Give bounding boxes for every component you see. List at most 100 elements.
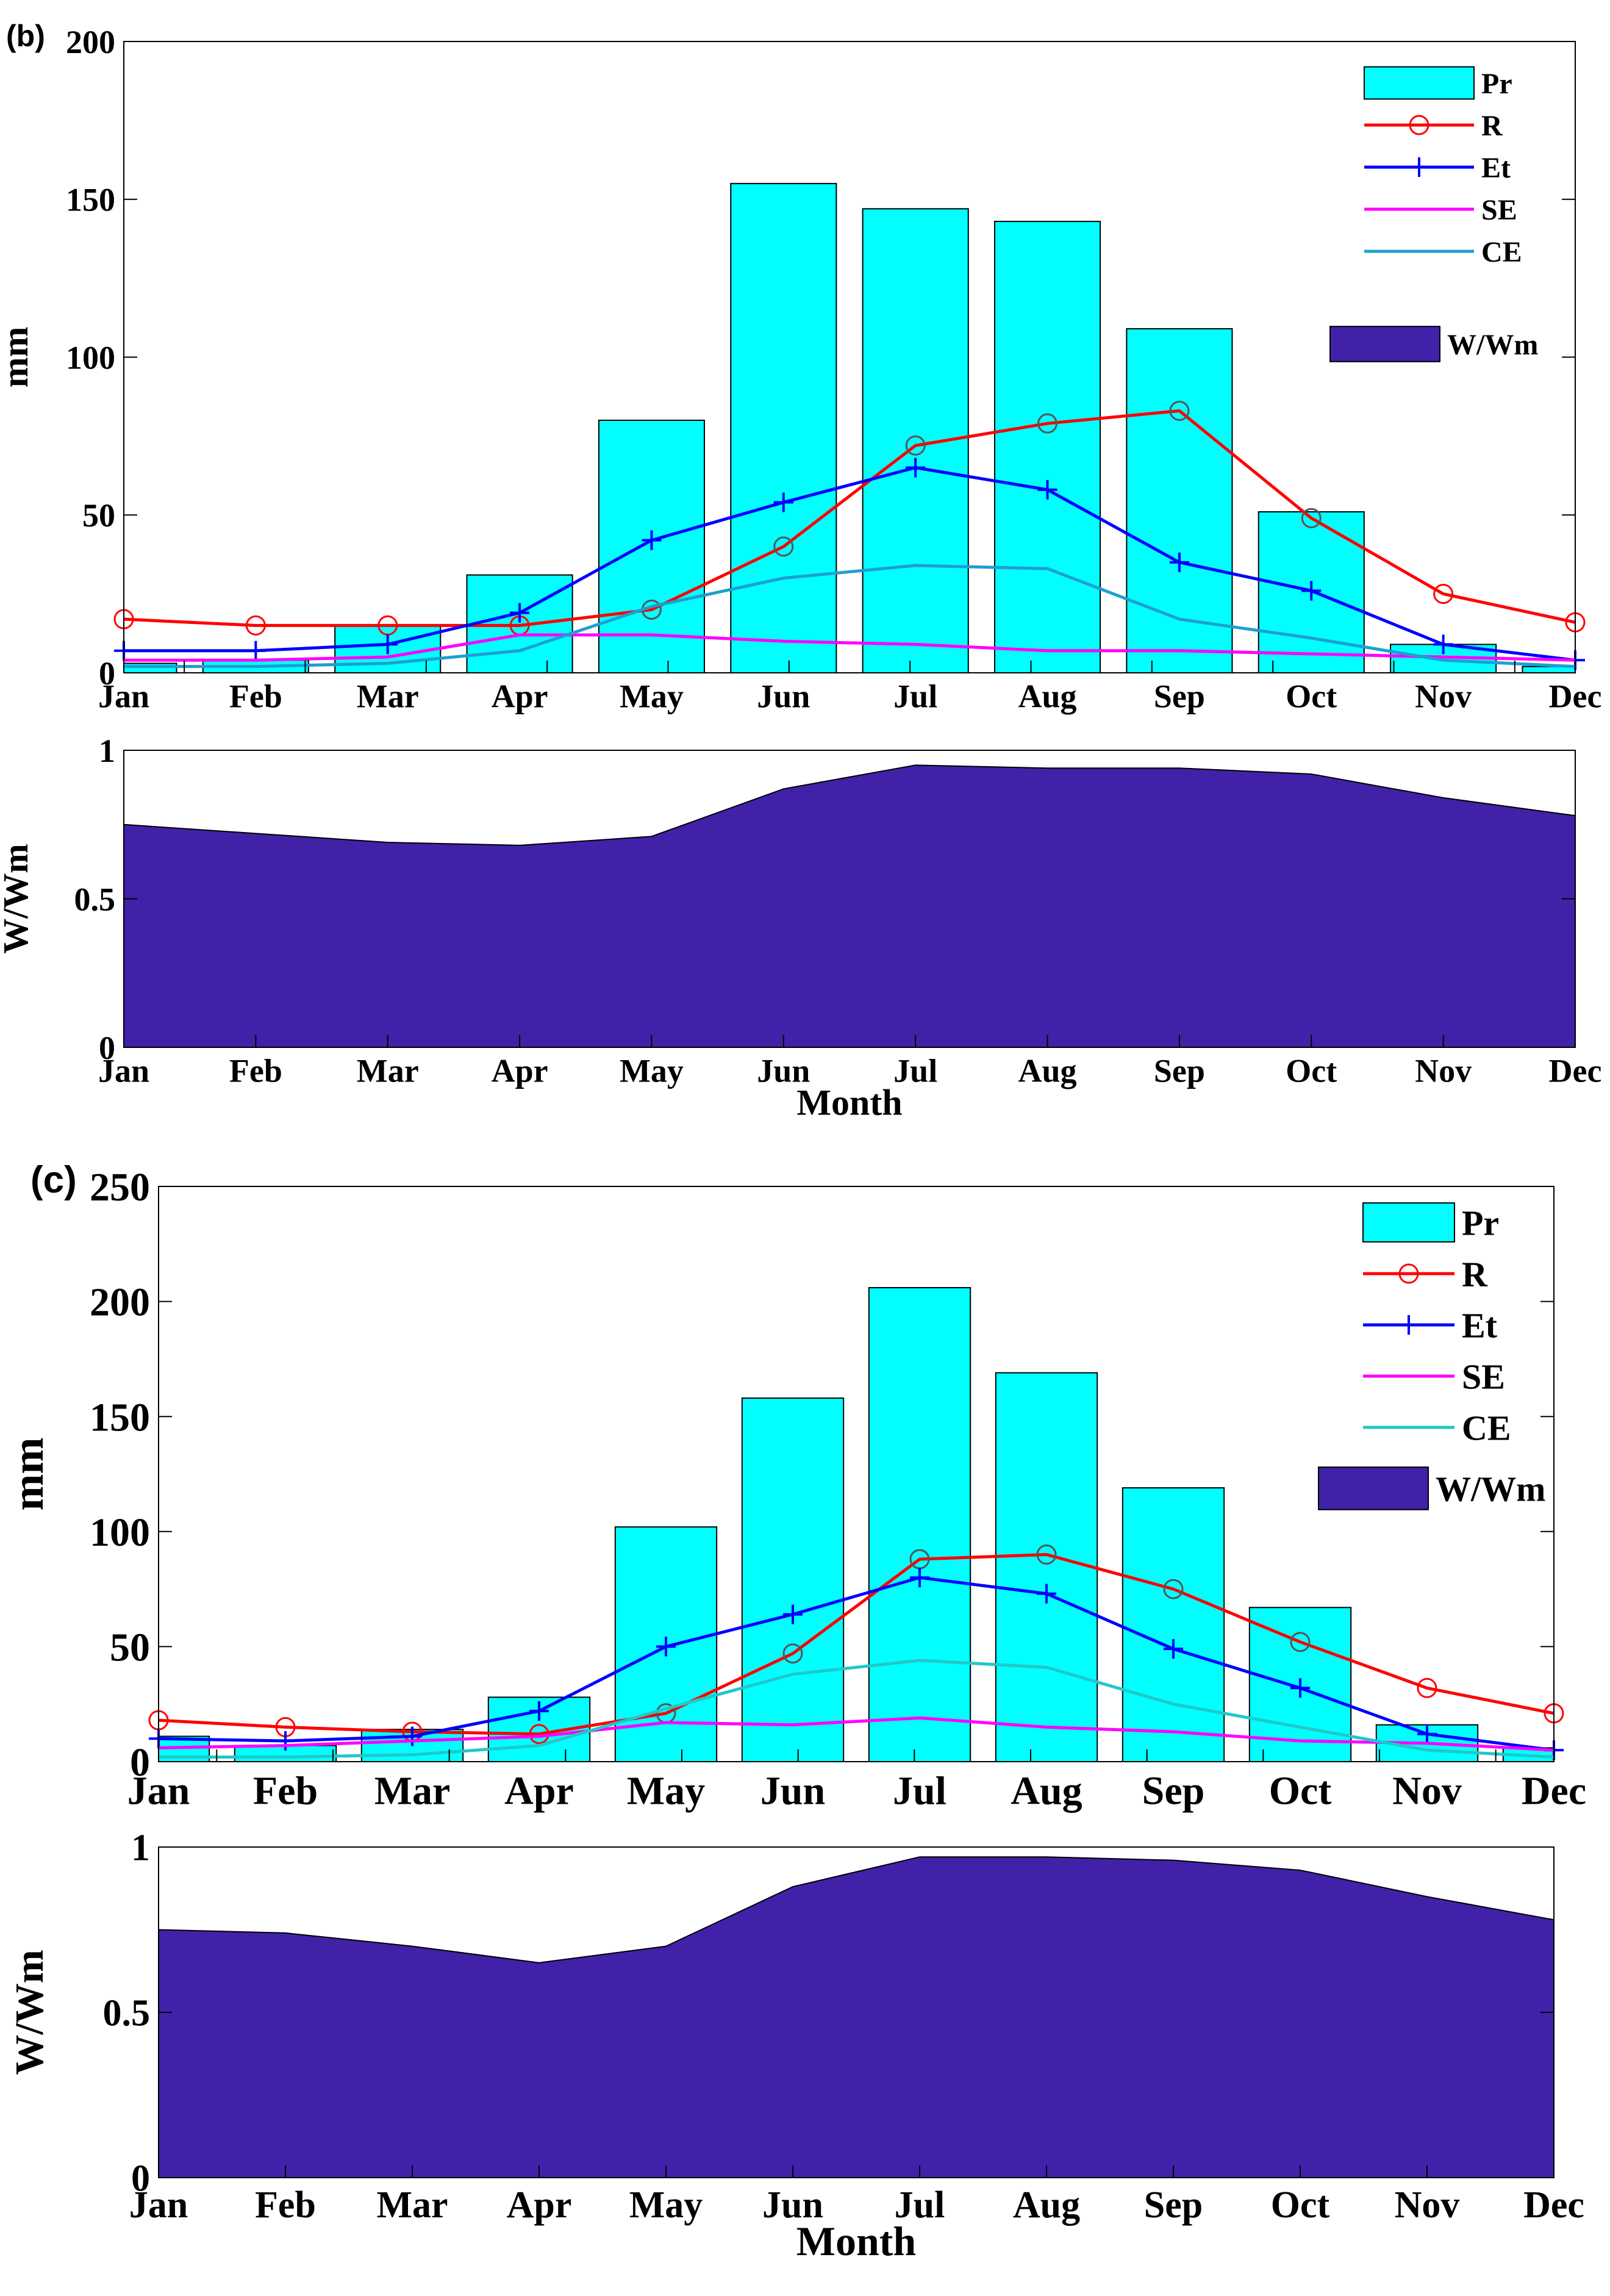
bar-Sep	[1122, 1487, 1225, 1763]
x-tick-label: Sep	[1144, 2184, 1203, 2226]
x-tick-label: Aug	[1018, 678, 1077, 715]
y-tick-label: 100	[90, 1510, 150, 1555]
x-tick-label: Feb	[253, 1768, 318, 1813]
x-tick-label: Oct	[1286, 1053, 1337, 1089]
axes-box	[158, 1186, 1555, 1762]
marker-Et	[1037, 479, 1057, 500]
x-tick-label: Aug	[1018, 1053, 1077, 1089]
legend-swatch-Pr	[1364, 66, 1475, 100]
marker-Et	[773, 492, 793, 512]
y-tick-label: 200	[66, 24, 115, 60]
area-chart-1: 0 0.5 1 Jan Feb Mar Apr May Jun Jul Aug Sep Oct Nov De…	[0, 733, 1601, 1123]
x-tick-label: Jan	[98, 678, 149, 715]
x-axis-title: Month	[796, 2218, 916, 2264]
y-tick-label: 50	[110, 1626, 150, 1670]
y-tick-label: 0	[99, 1030, 115, 1066]
x-tick-label: Nov	[1395, 2184, 1460, 2226]
x-tick-label: Jul	[893, 1053, 937, 1089]
x-tick-label: Oct	[1286, 678, 1337, 715]
marker-Et	[246, 640, 266, 661]
bar-Sep	[1126, 328, 1233, 673]
marker-Et	[906, 457, 926, 478]
marker-Et	[642, 530, 662, 550]
marker-R	[1290, 1632, 1311, 1652]
x-tick-label: Nov	[1392, 1768, 1462, 1813]
x-axis-title: Month	[796, 1083, 902, 1123]
marker-Et	[1290, 1678, 1310, 1698]
bar-line-chart-0: 0 50 100 150 200 Jan Feb Mar Apr May Jun Jul Aug Sep O…	[0, 19, 1601, 715]
x-tick-label: Feb	[255, 2184, 316, 2226]
marker-Et	[402, 1726, 422, 1746]
bar-Jun	[741, 1397, 845, 1762]
legend-label-CE: CE	[1481, 236, 1522, 268]
y-tick-label: 0	[130, 1740, 150, 1785]
x-tick-label: Mar	[376, 2184, 448, 2226]
bar-Jul	[868, 1286, 971, 1762]
line-SE	[124, 633, 1576, 662]
y-axis-title: W/Wm	[7, 1950, 52, 2075]
x-tick-label: Mar	[357, 1053, 419, 1089]
x-tick-label: Feb	[229, 678, 282, 715]
marker-R	[773, 536, 794, 557]
x-tick-label: Jul	[893, 678, 937, 715]
x-tick-label: Jan	[129, 2184, 188, 2226]
x-tick-label: May	[629, 2184, 703, 2226]
legend-marker-Et	[1399, 1315, 1419, 1335]
y-tick-label: 100	[66, 339, 115, 376]
y-tick-label: 150	[90, 1395, 150, 1440]
x-tick-label: Mar	[357, 678, 419, 715]
x-tick-label: May	[620, 678, 684, 715]
x-tick-label: Dec	[1549, 678, 1602, 715]
x-tick-label: Jun	[757, 678, 810, 715]
area-WWm	[158, 1856, 1555, 2178]
marker-Et	[783, 1604, 803, 1624]
marker-R	[1037, 413, 1058, 434]
bar-Jun	[730, 182, 837, 673]
y-tick-label: 1	[131, 1828, 150, 1869]
x-tick-label: Jan	[98, 1053, 149, 1089]
marker-R	[1301, 508, 1322, 528]
x-tick-label: Jul	[895, 2184, 945, 2226]
marker-R	[1417, 1677, 1437, 1698]
bar-line-chart-2: 0 50 100 150 200 250 Jan Feb Mar Apr May Jun Jul Aug S…	[4, 1159, 1586, 1813]
legend-label-SE: SE	[1481, 194, 1517, 226]
legend-label-Et: Et	[1462, 1305, 1498, 1345]
y-tick-label: 0.5	[74, 881, 116, 917]
marker-R	[1163, 1579, 1184, 1599]
x-tick-label: Feb	[229, 1053, 282, 1089]
bar-Aug	[994, 220, 1101, 674]
marker-R	[1169, 400, 1190, 421]
marker-Et	[276, 1731, 295, 1751]
legend-label-WWm: W/Wm	[1436, 1469, 1545, 1509]
y-tick-label: 1	[99, 733, 115, 769]
y-axis-title: mm	[0, 327, 35, 388]
y-tick-label: 250	[90, 1165, 150, 1210]
y-tick-label: 0	[131, 2158, 150, 2200]
legend-label-Pr: Pr	[1481, 68, 1512, 100]
x-tick-label: Jun	[762, 2184, 823, 2226]
x-tick-label: Mar	[374, 1768, 451, 1813]
x-tick-label: Aug	[1011, 1768, 1082, 1813]
line-Et	[158, 1576, 1555, 1752]
legend-swatch-WWm	[1318, 1466, 1429, 1510]
x-tick-label: May	[627, 1768, 705, 1813]
legend: Pr R Et SE CE W/Wm	[1318, 1202, 1545, 1510]
y-tick-label: 0.5	[103, 1993, 151, 2034]
x-tick-label: Aug	[1013, 2184, 1080, 2226]
x-tick-label: Oct	[1269, 1768, 1332, 1813]
line-SE	[158, 1716, 1555, 1752]
y-tick-label: 150	[66, 182, 115, 218]
line-R	[123, 409, 1576, 627]
line-R	[158, 1553, 1555, 1736]
legend-swatch-Pr	[1362, 1202, 1455, 1243]
x-tick-label: Jun	[757, 1053, 810, 1089]
legend-label-R: R	[1462, 1254, 1488, 1294]
legend-marker-R	[1398, 1263, 1419, 1284]
legend-label-WWm: W/Wm	[1447, 329, 1538, 361]
legend-marker-Et	[1409, 157, 1429, 177]
x-tick-label: Sep	[1154, 678, 1205, 715]
x-tick-label: Dec	[1522, 1768, 1586, 1813]
panel-label: (c)	[30, 1159, 77, 1201]
x-tick-label: Apr	[492, 678, 548, 715]
